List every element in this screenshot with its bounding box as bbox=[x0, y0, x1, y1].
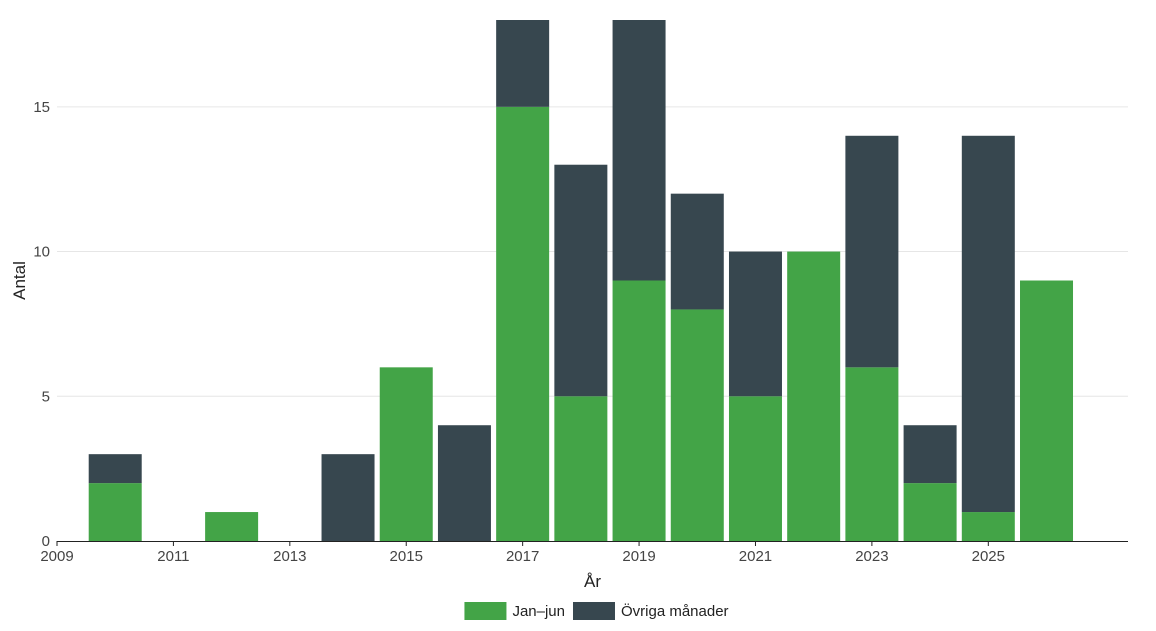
bar-2018-series-0 bbox=[554, 396, 608, 541]
bar-2023-series-0 bbox=[845, 367, 899, 541]
bar-2019-series-0 bbox=[612, 280, 666, 541]
y-tick-label-0: 0 bbox=[42, 533, 50, 550]
x-axis-title: År bbox=[584, 572, 601, 591]
bars bbox=[88, 20, 1074, 542]
legend-label-1: Övriga månader bbox=[621, 602, 729, 620]
legend-swatch-0 bbox=[464, 602, 507, 620]
y-tick-label-15: 15 bbox=[33, 99, 50, 116]
bar-2026-series-0 bbox=[1020, 280, 1074, 541]
x-tick-label-2019: 2019 bbox=[622, 548, 655, 565]
bar-2017-series-0 bbox=[496, 106, 550, 541]
bar-2025-series-0 bbox=[961, 512, 1015, 541]
y-tick-label-5: 5 bbox=[42, 388, 50, 405]
bar-2010-series-0 bbox=[88, 483, 142, 541]
bar-2021-series-0 bbox=[728, 396, 782, 541]
bar-2016-series-1 bbox=[437, 425, 491, 541]
x-tick-label-2009: 2009 bbox=[40, 548, 73, 565]
bar-2019-series-1 bbox=[612, 20, 666, 281]
bar-2023-series-1 bbox=[845, 135, 899, 368]
bar-2020-series-1 bbox=[670, 193, 724, 310]
bar-2022-series-0 bbox=[787, 251, 841, 542]
bar-2014-series-1 bbox=[321, 454, 375, 541]
bar-2020-series-0 bbox=[670, 309, 724, 541]
x-tick-label-2017: 2017 bbox=[506, 548, 539, 565]
bar-2012-series-0 bbox=[205, 512, 259, 541]
x-tick-label-2011: 2011 bbox=[157, 548, 189, 565]
bar-2015-series-0 bbox=[379, 367, 433, 541]
legend: Jan–jun Övriga månader bbox=[464, 602, 729, 620]
x-tick-label-2015: 2015 bbox=[390, 548, 423, 565]
y-tick-labels: 0 5 10 15 bbox=[33, 99, 50, 550]
x-tick-label-2023: 2023 bbox=[855, 548, 888, 565]
bar-2024-series-0 bbox=[903, 483, 957, 541]
legend-swatch-1 bbox=[572, 602, 615, 620]
y-tick-label-10: 10 bbox=[33, 244, 50, 261]
bar-2025-series-1 bbox=[961, 135, 1015, 513]
x-tick-label-2013: 2013 bbox=[273, 548, 306, 565]
bar-2018-series-1 bbox=[554, 164, 608, 397]
x-tick-label-2021: 2021 bbox=[739, 548, 772, 565]
bar-2021-series-1 bbox=[728, 251, 782, 397]
x-tick-label-2025: 2025 bbox=[972, 548, 1005, 565]
bar-2024-series-1 bbox=[903, 425, 957, 484]
bar-2010-series-1 bbox=[88, 454, 142, 484]
bar-2017-series-1 bbox=[496, 20, 550, 107]
legend-label-0: Jan–jun bbox=[512, 603, 565, 620]
y-axis-title: Antal bbox=[10, 261, 29, 300]
x-tick-labels: 2009 2011 2013 2015 2017 2019 2021 2023 2025 bbox=[40, 541, 1005, 565]
